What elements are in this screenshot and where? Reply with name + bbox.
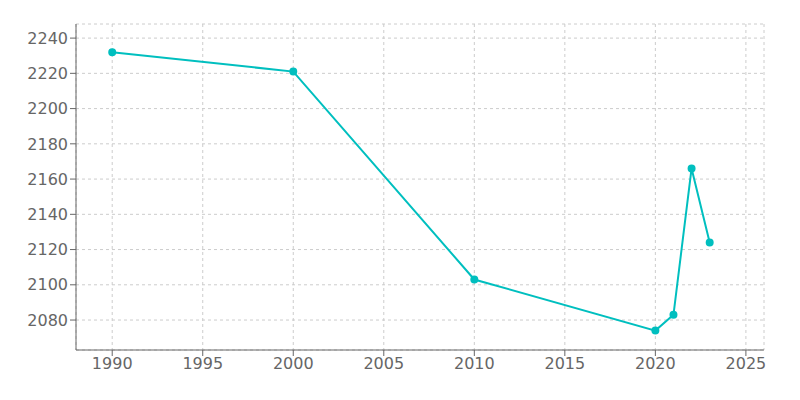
svg-text:2000: 2000 (273, 354, 314, 373)
svg-text:1995: 1995 (182, 354, 223, 373)
svg-text:2015: 2015 (544, 354, 585, 373)
svg-text:2200: 2200 (27, 99, 68, 118)
svg-text:2240: 2240 (27, 29, 68, 48)
svg-text:2120: 2120 (27, 240, 68, 259)
svg-text:2080: 2080 (27, 311, 68, 330)
svg-text:2100: 2100 (27, 275, 68, 294)
svg-text:2140: 2140 (27, 205, 68, 224)
svg-text:2160: 2160 (27, 170, 68, 189)
svg-text:2020: 2020 (635, 354, 676, 373)
svg-text:2220: 2220 (27, 64, 68, 83)
svg-text:2005: 2005 (363, 354, 404, 373)
svg-text:2180: 2180 (27, 135, 68, 154)
svg-text:1990: 1990 (92, 354, 133, 373)
svg-text:2010: 2010 (454, 354, 495, 373)
svg-text:2025: 2025 (726, 354, 767, 373)
